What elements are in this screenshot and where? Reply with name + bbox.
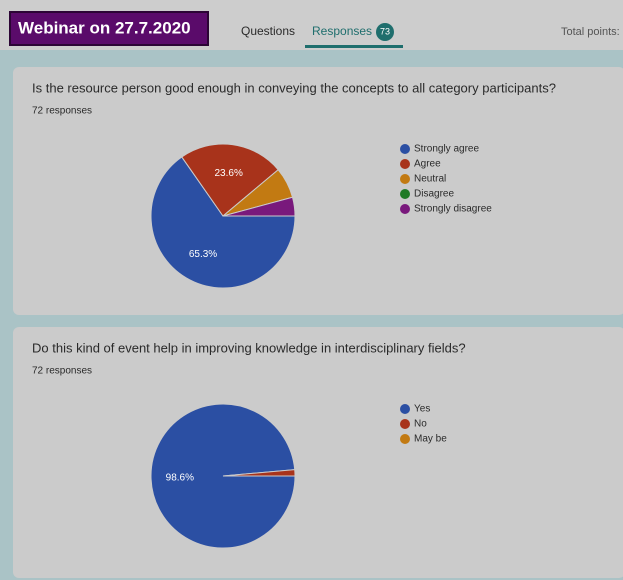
legend-swatch	[400, 144, 410, 154]
pie-slice	[222, 196, 296, 217]
slice-label: 98.6%	[166, 473, 194, 484]
response-summary: 72 responses	[32, 106, 92, 117]
legend-swatch	[400, 204, 410, 214]
slice-label: 23.6%	[215, 168, 243, 179]
slice-label: 65.3%	[189, 249, 217, 260]
page-title: Webinar on 27.7.2020	[18, 18, 191, 37]
count-badge	[376, 23, 394, 41]
question-title: Is the resource person good enough in co…	[32, 80, 556, 95]
tab[interactable]: Questions	[241, 24, 295, 38]
card	[13, 67, 623, 315]
card	[13, 327, 623, 578]
legend-label: Strongly agree	[414, 144, 479, 155]
response-summary: 72 responses	[32, 366, 92, 377]
question-title: Do this kind of event help in improving …	[32, 340, 466, 355]
legend-swatch	[400, 419, 410, 429]
total-points: Total points: 0	[561, 26, 623, 38]
tab[interactable]: Responses	[312, 24, 372, 38]
response-count: 73	[380, 26, 390, 36]
legend-label: Disagree	[414, 189, 454, 200]
pie-slice	[222, 469, 296, 477]
pie-slice	[150, 156, 296, 289]
legend-label: No	[414, 419, 427, 430]
tab-underline	[305, 45, 403, 48]
title-badge	[9, 11, 209, 46]
legend-label: May be	[414, 434, 447, 445]
legend-label: Strongly disagree	[414, 204, 492, 215]
legend-label: Neutral	[414, 174, 446, 185]
legend-swatch	[400, 404, 410, 414]
legend-label: Agree	[414, 159, 441, 170]
legend-swatch	[400, 434, 410, 444]
legend-label: Yes	[414, 404, 430, 415]
legend-swatch	[400, 159, 410, 169]
pie-slice	[181, 143, 279, 217]
legend-swatch	[400, 174, 410, 184]
legend-swatch	[400, 189, 410, 199]
